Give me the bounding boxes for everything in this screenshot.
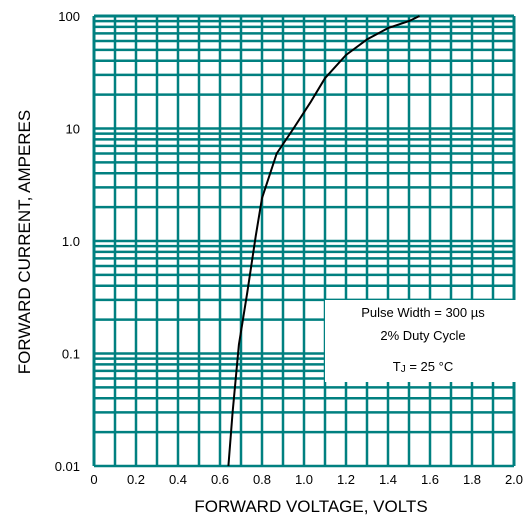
- y-tick-label: 0.01: [55, 459, 80, 474]
- annotation-box: [325, 300, 521, 382]
- x-tick-label: 1.4: [379, 472, 397, 487]
- forward-current-curve: [227, 15, 420, 467]
- data-series-layer: [227, 15, 420, 467]
- annotation: Pulse Width = 300 µs 2% Duty Cycle TJ = …: [325, 300, 521, 382]
- x-tick-label: 0.8: [253, 472, 271, 487]
- y-tick-label: 100: [58, 9, 80, 24]
- annotation-temp-symbol: T: [393, 359, 401, 374]
- x-axis-title: FORWARD VOLTAGE, VOLTS: [194, 497, 427, 516]
- x-tick-label: 1.2: [337, 472, 355, 487]
- x-tick-label: 0.6: [211, 472, 229, 487]
- x-tick-label: 0: [90, 472, 97, 487]
- y-tick-labels: 0.01 0.1 1.0 10 100: [55, 9, 80, 474]
- x-tick-label: 1.0: [295, 472, 313, 487]
- grid: [92, 14, 516, 468]
- x-tick-label: 0.4: [169, 472, 187, 487]
- annotation-line-1: Pulse Width = 300 µs: [361, 305, 485, 320]
- y-axis-title: FORWARD CURRENT, AMPERES: [15, 110, 34, 374]
- annotation-line-2: 2% Duty Cycle: [380, 328, 465, 343]
- y-tick-label: 1.0: [62, 234, 80, 249]
- x-tick-label: 1.8: [463, 472, 481, 487]
- x-tick-label: 0.2: [127, 472, 145, 487]
- y-tick-label: 10: [66, 122, 80, 137]
- x-tick-label: 2.0: [505, 472, 523, 487]
- annotation-line-3: TJ = 25 °C: [393, 359, 453, 375]
- y-tick-label: 0.1: [62, 347, 80, 362]
- annotation-temp-value: = 25 °C: [406, 359, 453, 374]
- x-tick-label: 1.6: [421, 472, 439, 487]
- annotation-temp-subscript: J: [401, 364, 406, 375]
- x-tick-labels: 0 0.2 0.4 0.6 0.8 1.0 1.2 1.4 1.6 1.8 2.0: [90, 472, 523, 487]
